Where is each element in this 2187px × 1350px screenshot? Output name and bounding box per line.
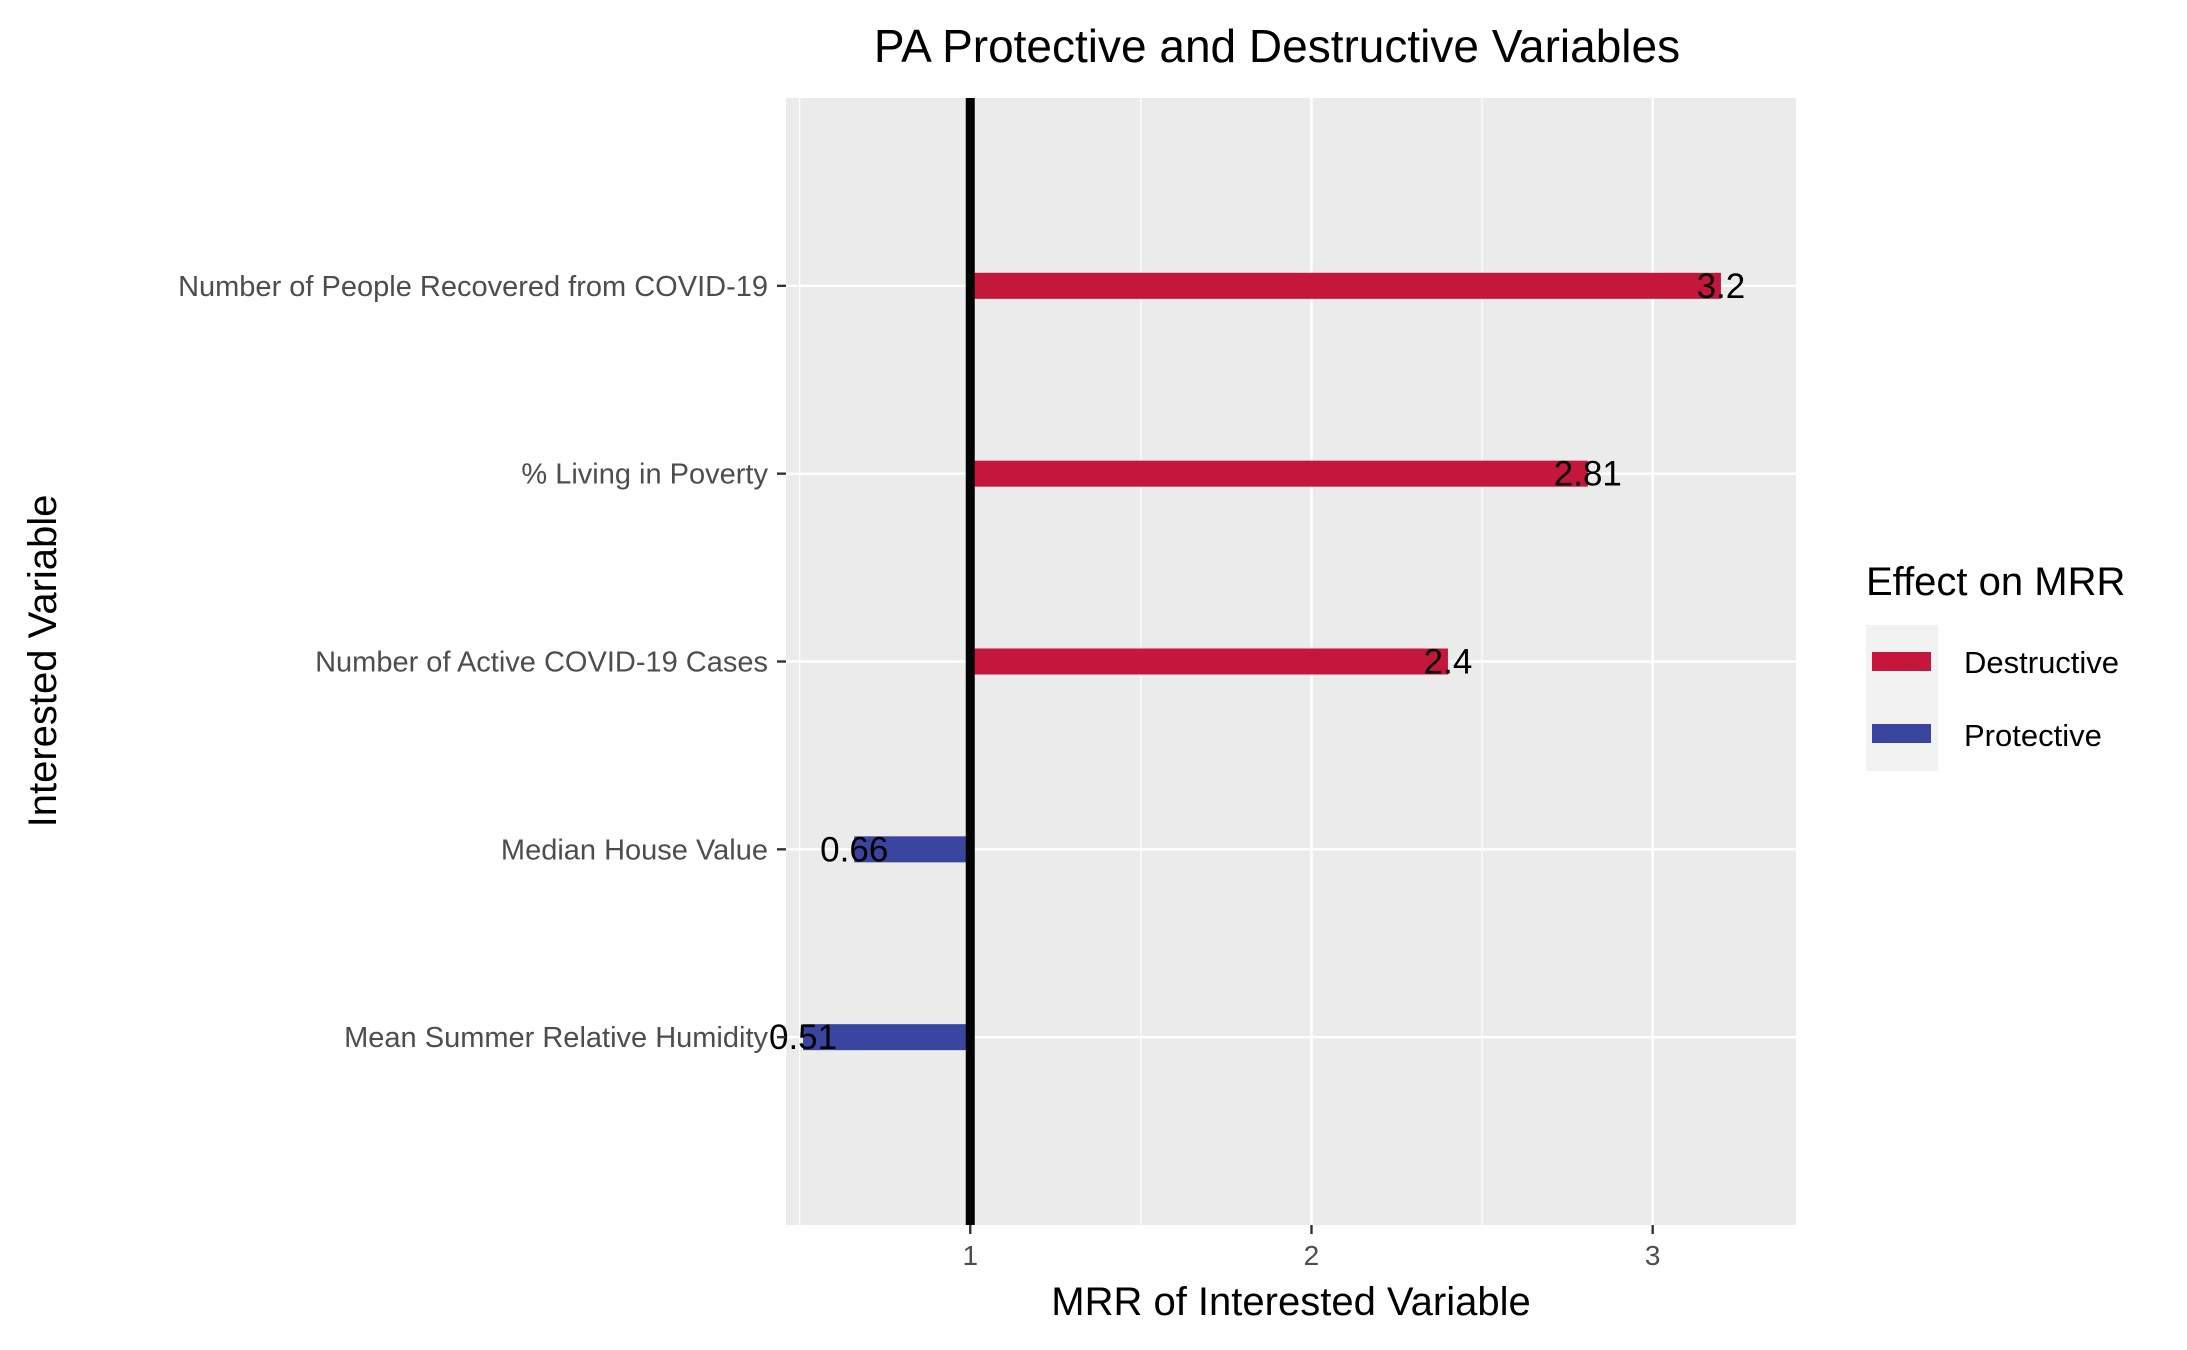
x-axis: 1 2 3 [962,1225,1660,1271]
chart-title: PA Protective and Destructive Variables [874,20,1680,72]
bar [970,648,1448,675]
y-tick-label: % Living in Poverty [521,459,768,491]
y-tick-label: Median House Value [501,834,768,866]
legend-label-destructive: Destructive [1964,645,2119,680]
bar [854,836,971,863]
data-label: 3.2 [1697,267,1746,306]
legend-key-background [1866,625,1938,771]
bar [970,272,1721,299]
data-label: 2.81 [1554,455,1622,494]
x-tick-label: 3 [1645,1240,1661,1271]
x-axis-title: MRR of Interested Variable [1051,1280,1530,1324]
legend-swatch-protective [1872,724,1931,743]
legend-label-protective: Protective [1964,718,2102,753]
x-tick-label: 1 [962,1240,978,1271]
legend-swatch-destructive [1872,652,1931,671]
data-label: 0.66 [820,830,888,869]
bar [803,1024,971,1051]
bar [970,460,1588,487]
data-label: 2.4 [1424,643,1473,682]
bars [803,272,1721,1051]
y-axis-title: Interested Variable [21,495,65,828]
data-labels: 3.22.812.40.660.51 [769,267,1745,1057]
y-axis: Number of People Recovered from COVID-19… [178,271,786,1054]
legend-title: Effect on MRR [1866,560,2125,604]
x-tick-label: 2 [1304,1240,1320,1271]
legend: Effect on MRR Destructive Protective [1866,560,2125,771]
y-tick-label: Number of People Recovered from COVID-19 [178,271,768,303]
y-tick-label: Number of Active COVID-19 Cases [315,647,768,679]
y-tick-label: Mean Summer Relative Humidity [344,1022,768,1054]
